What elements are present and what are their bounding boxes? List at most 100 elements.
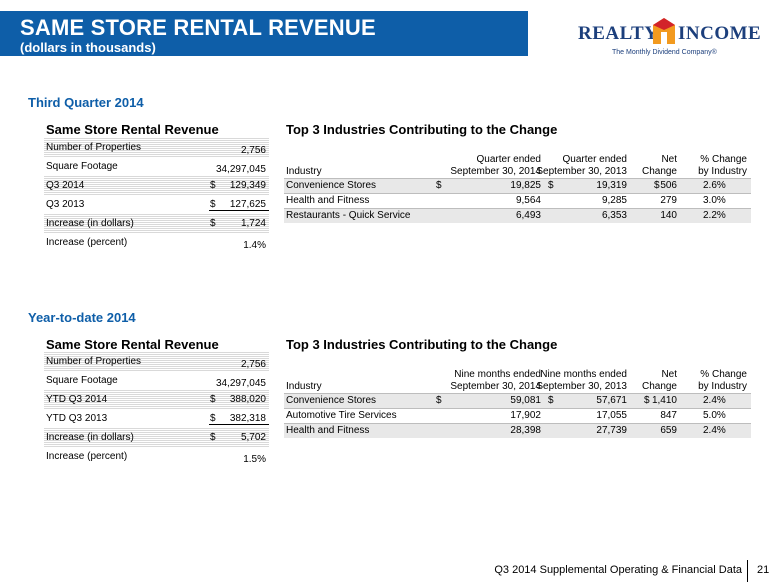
page-footer: Q3 2014 Supplemental Operating & Financi… [0,560,780,585]
stats-label: Square Footage [46,161,118,172]
cell-industry: Restaurants - Quick Service [286,210,411,221]
cell-value: 17,902 [510,410,541,421]
cell-dollar: $ [436,395,442,406]
col-header-industry: Industry [286,381,322,392]
stats-value: 1,724 [240,218,266,229]
col-header: Change [641,166,677,177]
col-header: Nine months ended [454,369,541,380]
stats-value: 34,297,045 [215,164,266,175]
stats-value: 129,349 [229,180,266,191]
page-title: SAME STORE RENTAL REVENUE [20,15,376,40]
cell-value: 6,353 [601,210,627,221]
stats-label: YTD Q3 2014 [46,394,108,405]
col-header: % Change [700,154,747,165]
table-row: Convenience Stores $ 19,825 $ 19,319 $ 5… [284,178,751,193]
cell-value: 659 [660,425,677,436]
stats-value: 1.5% [243,454,266,465]
stats-row: Q3 2013 $127,625 [44,195,269,214]
cell-pct: 2.4% [703,425,726,436]
section-ytd-label: Year-to-date 2014 [28,310,136,325]
stats-row: YTD Q3 2013 $382,318 [44,409,269,428]
stats-dollar: $ [210,180,216,191]
logo-word-left: REALTY [578,23,659,44]
stats-row: Number of Properties 2,756 [44,352,269,371]
page-header: SAME STORE RENTAL REVENUE (dollars in th… [0,0,780,62]
table-row: Health and Fitness 9,564 9,285 279 3.0% [284,193,751,208]
cell-value: 19,319 [596,180,627,191]
q3-industries-title: Top 3 Industries Contributing to the Cha… [286,122,558,137]
cell-dollar: $ [654,180,660,191]
stats-row: YTD Q3 2014 $388,020 [44,390,269,409]
stats-row: Increase (percent) 1.4% [44,233,269,252]
logo-word-right: INCOME [678,23,762,44]
cell-dollar: $ [548,180,554,191]
stats-label: Increase (percent) [46,451,128,462]
stats-label: Q3 2013 [46,199,85,210]
ytd-stats-title: Same Store Rental Revenue [46,337,219,352]
page-subtitle: (dollars in thousands) [20,40,156,55]
ytd-stats-table: Number of Properties 2,756 Square Footage… [44,352,269,466]
stats-value: 382,318 [209,413,269,425]
stats-label: Increase (percent) [46,237,128,248]
cell-value: 506 [660,180,677,191]
cell-dollar: $ [436,180,442,191]
stats-value: 34,297,045 [215,378,266,389]
cell-value: 59,081 [510,395,541,406]
cell-value: 6,493 [515,210,541,221]
cell-pct: 2.6% [703,180,726,191]
page-number: 21 [757,564,770,576]
col-header: Net [661,369,677,380]
stats-row: Square Footage 34,297,045 [44,371,269,390]
cell-value: 9,285 [601,195,627,206]
table-row: Convenience Stores $ 59,081 $ 57,671 $ 1… [284,393,751,408]
cell-industry: Health and Fitness [286,195,370,206]
stats-dollar: $ [210,394,216,405]
cell-dollar: $ [644,395,650,406]
stats-label: Q3 2014 [46,180,85,191]
cell-value: 847 [660,410,677,421]
cell-pct: 2.2% [703,210,726,221]
col-header: Nine months ended [540,369,627,380]
table-header: Industry Quarter ended September 30, 201… [284,152,751,178]
stats-dollar: $ [210,218,216,229]
table-row: Restaurants - Quick Service 6,493 6,353 … [284,208,751,223]
cell-value: 57,671 [596,395,627,406]
col-header: % Change [700,369,747,380]
col-header: September 30, 2014 [450,381,541,392]
logo-emblem-icon [653,18,675,44]
col-header: September 30, 2013 [536,381,627,392]
stats-label: Increase (in dollars) [46,432,134,443]
table-row: Health and Fitness 28,398 27,739 659 2.4… [284,423,751,438]
table-row: Automotive Tire Services 17,902 17,055 8… [284,408,751,423]
cell-dollar: $ [548,395,554,406]
cell-value: 19,825 [510,180,541,191]
q3-industries-table: Industry Quarter ended September 30, 201… [284,152,751,223]
section-q3-label: Third Quarter 2014 [28,95,144,110]
footer-text: Q3 2014 Supplemental Operating & Financi… [494,564,742,576]
stats-row: Increase (in dollars) $5,702 [44,428,269,447]
stats-dollar: $ [210,199,216,210]
col-header: by Industry [698,166,747,177]
stats-label: Number of Properties [46,142,142,153]
col-header: by Industry [698,381,747,392]
stats-value: 2,756 [240,145,266,156]
company-logo: REALTY INCOME The Monthly Dividend Compa… [578,18,778,62]
stats-row: Square Footage 34,297,045 [44,157,269,176]
footer-divider [747,560,748,582]
stats-value: 1.4% [243,240,266,251]
col-header: Net [661,154,677,165]
col-header: Quarter ended [562,154,628,165]
stats-dollar: $ [210,432,216,443]
stats-value: 5,702 [240,432,266,443]
cell-value: 279 [660,195,677,206]
stats-row: Number of Properties 2,756 [44,138,269,157]
cell-pct: 3.0% [703,195,726,206]
cell-industry: Automotive Tire Services [286,410,397,421]
stats-row: Increase (in dollars) $1,724 [44,214,269,233]
cell-industry: Health and Fitness [286,425,370,436]
cell-value: 27,739 [596,425,627,436]
stats-label: Number of Properties [46,356,142,367]
ytd-industries-table: Industry Nine months ended September 30,… [284,367,751,438]
col-header: Quarter ended [476,154,542,165]
cell-value: 28,398 [510,425,541,436]
